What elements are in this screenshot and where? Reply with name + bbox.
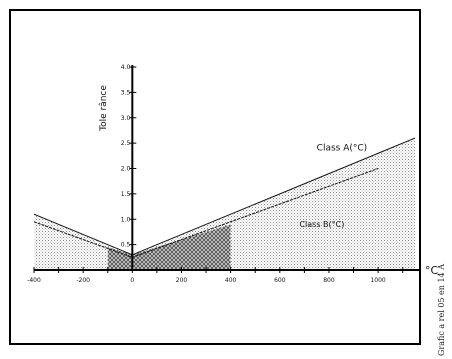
inner-region-fill xyxy=(107,224,231,270)
y-tick-label: 2.5 xyxy=(121,140,131,147)
side-note: Grafic a rel 05 en 14 A xyxy=(425,188,445,358)
y-tick-label: 0.5 xyxy=(121,242,131,249)
side-note-text: Grafic a rel 05 en 14 A xyxy=(437,264,445,356)
outer-border xyxy=(9,9,421,345)
x-tick-label: 600 xyxy=(274,277,286,284)
x-tick-label: 1000 xyxy=(370,277,385,284)
y-tick-label: 1.5 xyxy=(121,191,131,198)
y-tick-label: 1.0 xyxy=(121,216,131,223)
class-a-fill xyxy=(34,138,415,270)
x-tick-label: -200 xyxy=(76,277,90,284)
x-tick-label: 800 xyxy=(323,277,335,284)
y-tick-label: 4.0 xyxy=(121,64,131,71)
y-axis-label: Tole rânce xyxy=(99,85,109,132)
y-tick-label: 3.5 xyxy=(121,89,131,96)
x-tick-label: 0 xyxy=(130,277,134,284)
x-tick-label: 200 xyxy=(176,277,188,284)
x-tick-label: 400 xyxy=(225,277,237,284)
y-tick-label: 2.0 xyxy=(121,166,131,173)
series-label-class-a: Class A(°C) xyxy=(317,144,368,154)
x-axis-label: °C xyxy=(425,264,439,277)
y-tick-label: 3.0 xyxy=(121,115,131,122)
series-label-class-b: Class B(°C) xyxy=(299,220,344,229)
x-tick-label: -400 xyxy=(27,277,41,284)
plot-area: -400 -200 0 200 400 600 800 1000 0.5 1.0 1.5 2.0 2.5… xyxy=(27,64,438,284)
